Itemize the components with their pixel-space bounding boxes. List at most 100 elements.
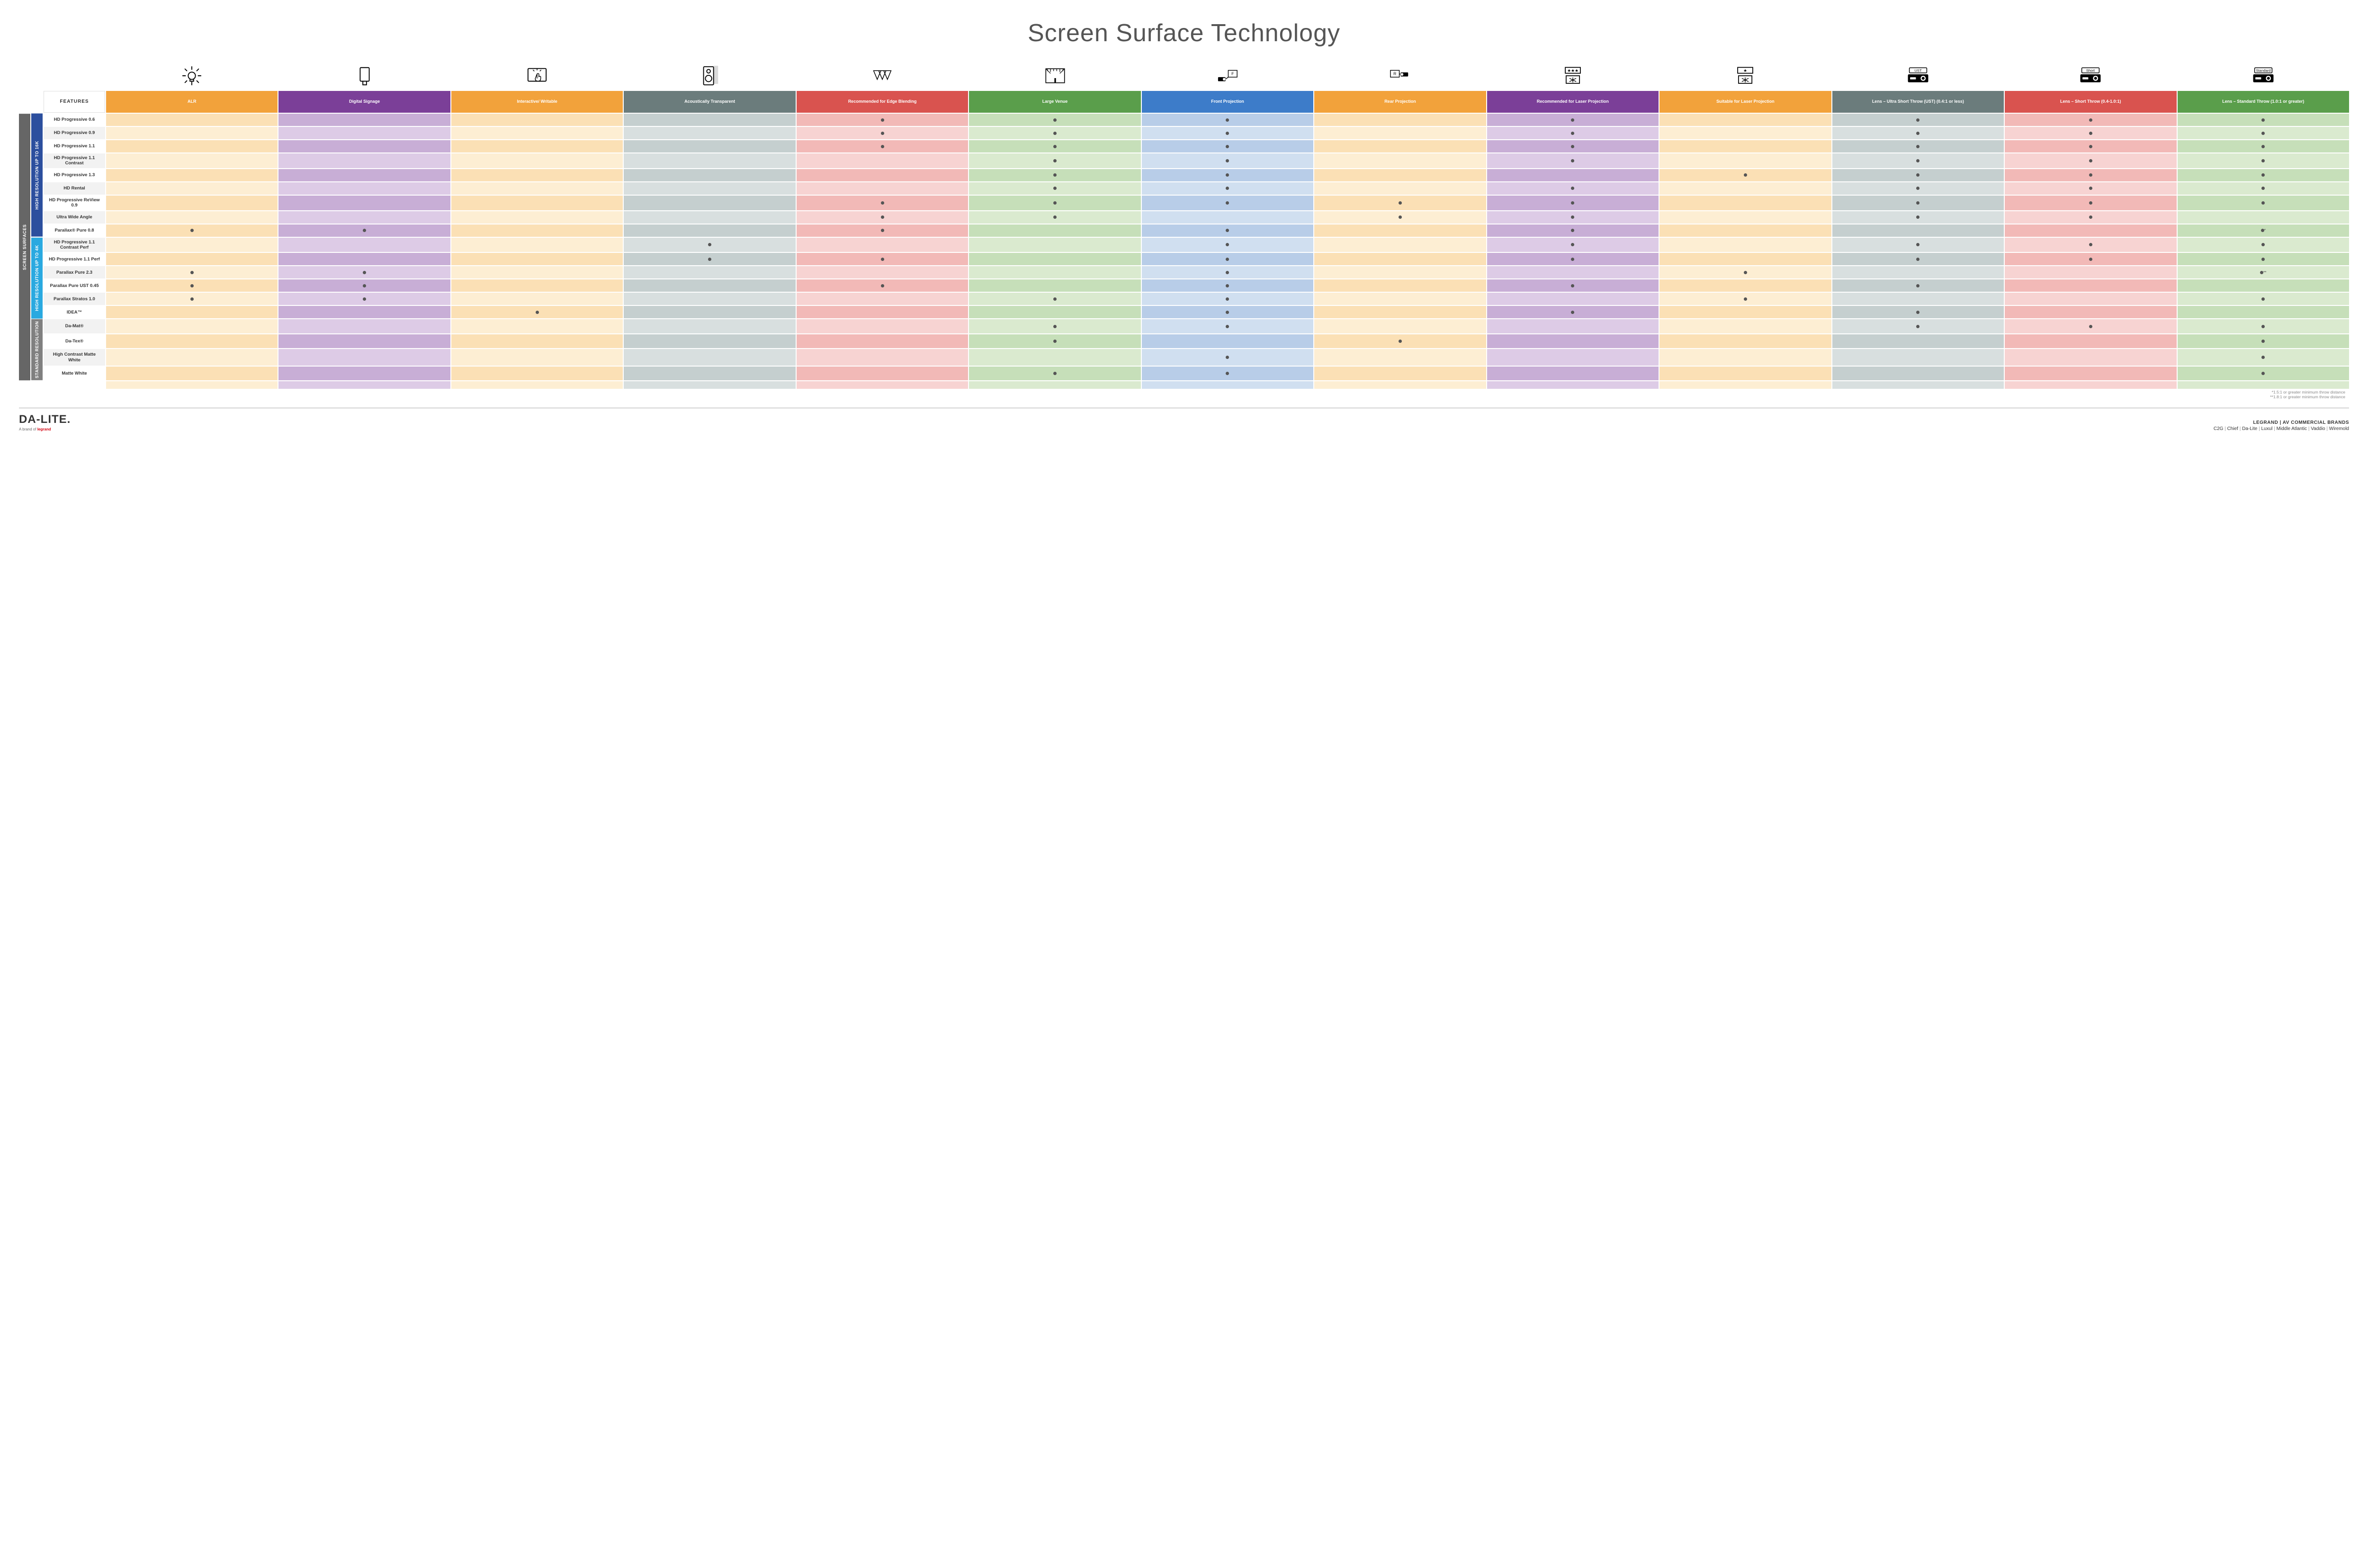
matrix-cell xyxy=(2178,182,2349,195)
matrix-cell xyxy=(451,114,623,126)
trailing-cell xyxy=(969,381,1140,389)
feature-icon-edge xyxy=(797,62,968,90)
brands-title: LEGRAND | AV COMMERCIAL BRANDS xyxy=(2214,420,2349,425)
trailing-spacer xyxy=(19,381,105,389)
matrix-cell xyxy=(1487,127,1659,139)
row-label: HD Progressive 1.1 xyxy=(44,140,105,152)
matrix-cell xyxy=(1314,211,1486,224)
matrix-cell xyxy=(969,169,1140,181)
matrix-cell xyxy=(624,349,795,365)
matrix-cell xyxy=(797,169,968,181)
page-title: Screen Surface Technology xyxy=(19,19,2349,47)
matrix-cell xyxy=(106,266,278,278)
col-header-stdthrow: Lens – Standard Throw (1.0:1 or greater) xyxy=(2178,91,2349,113)
feature-icon-suitlsr: ★ xyxy=(1659,62,1831,90)
matrix-cell xyxy=(451,319,623,333)
matrix-cell xyxy=(1487,211,1659,224)
matrix-cell xyxy=(797,367,968,381)
matrix-cell xyxy=(106,153,278,168)
matrix-cell xyxy=(1832,319,2004,333)
matrix-cell xyxy=(1659,169,1831,181)
row-label: Parallax Pure 2.3 xyxy=(44,266,105,278)
matrix-cell xyxy=(1314,253,1486,265)
col-header-alr: ALR xyxy=(106,91,278,113)
matrix-cell xyxy=(1832,349,2004,365)
matrix-cell xyxy=(2178,334,2349,349)
matrix-cell xyxy=(969,293,1140,305)
matrix-cell xyxy=(1659,211,1831,224)
matrix-cell xyxy=(1142,224,1313,237)
matrix-cell xyxy=(2178,367,2349,381)
matrix-cell xyxy=(1142,211,1313,224)
brand-item: Da-Lite xyxy=(2242,426,2261,431)
logo-sub-brand: legrand xyxy=(37,427,51,431)
matrix-cell xyxy=(624,279,795,292)
matrix-cell xyxy=(1142,114,1313,126)
matrix-cell xyxy=(969,153,1140,168)
matrix-cell xyxy=(278,306,450,318)
matrix-cell xyxy=(2005,196,2176,210)
matrix-cell xyxy=(969,211,1140,224)
col-header-rear: Rear Projection xyxy=(1314,91,1486,113)
matrix-cell xyxy=(278,140,450,152)
matrix-cell xyxy=(278,127,450,139)
matrix-cell xyxy=(278,114,450,126)
matrix-cell xyxy=(1659,224,1831,237)
matrix-cell xyxy=(1487,279,1659,292)
trailing-cell xyxy=(2178,381,2349,389)
matrix-cell xyxy=(2178,238,2349,252)
matrix-cell xyxy=(969,224,1140,237)
matrix-cell xyxy=(1659,127,1831,139)
matrix-cell xyxy=(797,127,968,139)
matrix-cell xyxy=(1659,367,1831,381)
col-header-acoust: Acoustically Transparent xyxy=(624,91,795,113)
matrix-cell xyxy=(106,196,278,210)
row-label: Matte White xyxy=(44,367,105,381)
matrix-cell xyxy=(1314,140,1486,152)
trailing-cell xyxy=(1142,381,1313,389)
matrix-cell xyxy=(1142,153,1313,168)
matrix-cell xyxy=(624,238,795,252)
svg-text:R: R xyxy=(1394,72,1397,76)
row-label: HD Progressive ReView 0.9 xyxy=(44,196,105,210)
matrix-cell xyxy=(1487,349,1659,365)
matrix-cell xyxy=(1314,114,1486,126)
matrix-cell xyxy=(1142,238,1313,252)
matrix-cell xyxy=(451,266,623,278)
trailing-cell xyxy=(106,381,278,389)
matrix-cell xyxy=(1832,334,2004,349)
matrix-cell xyxy=(2178,140,2349,152)
matrix-cell xyxy=(797,211,968,224)
matrix-cell xyxy=(969,367,1140,381)
matrix-cell xyxy=(1487,266,1659,278)
matrix-cell xyxy=(106,279,278,292)
row-label: HD Progressive 1.1 Perf xyxy=(44,253,105,265)
row-label: Da-Mat® xyxy=(44,319,105,333)
trailing-cell xyxy=(624,381,795,389)
matrix-cell xyxy=(1659,153,1831,168)
matrix-cell xyxy=(451,196,623,210)
col-header-suitlsr: Suitable for Laser Projection xyxy=(1659,91,1831,113)
trailing-cell xyxy=(451,381,623,389)
matrix-cell xyxy=(451,253,623,265)
matrix-cell xyxy=(2005,293,2176,305)
matrix-cell xyxy=(2005,334,2176,349)
row-label: HD Rental xyxy=(44,182,105,195)
matrix-cell xyxy=(1314,319,1486,333)
feature-icon-rear: R xyxy=(1314,62,1486,90)
matrix-cell xyxy=(1487,196,1659,210)
svg-text:★: ★ xyxy=(1743,68,1747,73)
footnote: *1.5:1 or greater minimum throw distance xyxy=(19,390,2345,394)
matrix-cell xyxy=(451,349,623,365)
matrix-cell xyxy=(1832,224,2004,237)
matrix-cell xyxy=(278,169,450,181)
matrix-cell xyxy=(1832,306,2004,318)
matrix-cell xyxy=(278,319,450,333)
matrix-cell xyxy=(797,349,968,365)
matrix-cell xyxy=(451,140,623,152)
matrix-cell xyxy=(451,153,623,168)
matrix-cell xyxy=(1832,211,2004,224)
feature-icon-acoust xyxy=(624,62,795,90)
feature-icon-short: Short xyxy=(2005,62,2176,90)
matrix-cell xyxy=(2178,319,2349,333)
